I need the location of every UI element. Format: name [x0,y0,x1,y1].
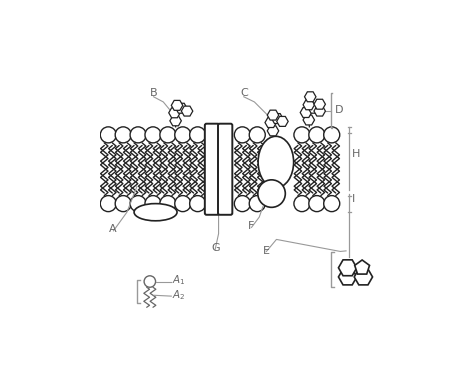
Polygon shape [265,118,276,128]
Text: A: A [109,224,117,234]
Polygon shape [354,269,373,285]
Text: $A_1$: $A_1$ [172,273,186,287]
Circle shape [130,196,146,212]
Circle shape [234,127,250,143]
Text: D: D [335,105,343,115]
Polygon shape [272,113,283,124]
Polygon shape [314,99,326,109]
Circle shape [190,127,206,143]
Circle shape [160,196,176,212]
Text: B: B [150,88,157,98]
Ellipse shape [258,136,293,188]
Ellipse shape [134,203,177,221]
Circle shape [145,196,161,212]
Polygon shape [267,110,279,120]
Circle shape [249,196,265,212]
Circle shape [234,196,250,212]
FancyBboxPatch shape [218,124,232,215]
Circle shape [294,196,310,212]
Circle shape [294,127,310,143]
Circle shape [144,276,155,287]
Polygon shape [355,260,370,274]
Circle shape [175,196,191,212]
Text: $A_2$: $A_2$ [172,288,186,302]
Polygon shape [338,269,357,285]
Polygon shape [182,106,193,116]
Circle shape [130,127,146,143]
Text: C: C [240,88,248,98]
Polygon shape [169,108,180,118]
Polygon shape [170,116,182,126]
Polygon shape [314,106,326,116]
FancyBboxPatch shape [205,124,219,215]
Circle shape [190,196,206,212]
Polygon shape [338,260,357,276]
Circle shape [309,127,325,143]
Circle shape [324,196,340,212]
Circle shape [258,180,285,207]
Circle shape [160,127,176,143]
Text: E: E [263,246,269,256]
Polygon shape [303,115,315,125]
Polygon shape [304,92,316,102]
Circle shape [100,196,116,212]
Polygon shape [175,103,187,113]
Polygon shape [277,116,288,126]
Text: H: H [352,149,361,159]
Polygon shape [303,100,315,110]
Circle shape [100,127,116,143]
Circle shape [309,196,325,212]
Polygon shape [171,100,183,110]
Circle shape [115,127,131,143]
Circle shape [115,196,131,212]
Text: I: I [352,193,356,203]
Circle shape [249,127,265,143]
Polygon shape [300,108,312,118]
Circle shape [145,127,161,143]
Polygon shape [267,126,279,136]
Polygon shape [308,103,319,113]
Circle shape [324,127,340,143]
Circle shape [175,127,191,143]
Text: G: G [211,243,220,253]
Text: F: F [248,221,255,231]
